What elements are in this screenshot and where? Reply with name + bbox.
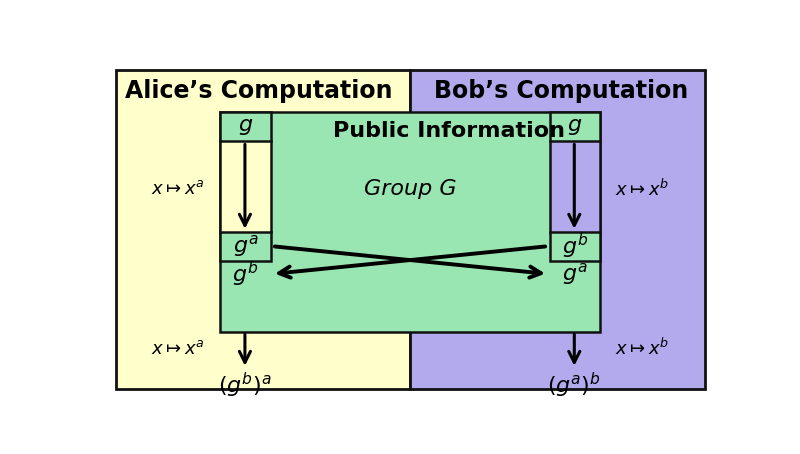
Bar	[550, 232, 600, 261]
Text: $g$: $g$	[567, 117, 582, 137]
Text: $x \mapsto x^a$: $x \mapsto x^a$	[150, 340, 204, 358]
Text: Group G: Group G	[364, 179, 456, 199]
Text: Alice’s Computation: Alice’s Computation	[125, 79, 393, 104]
Bar	[220, 232, 270, 261]
Text: $g^a$: $g^a$	[562, 261, 587, 287]
Text: $(g^b)^a$: $(g^b)^a$	[218, 371, 272, 400]
Bar	[220, 112, 600, 332]
Text: $g$: $g$	[238, 117, 253, 137]
Text: $x \mapsto x^a$: $x \mapsto x^a$	[150, 180, 204, 198]
Bar	[550, 112, 600, 142]
Text: $g^b$: $g^b$	[232, 259, 258, 289]
Text: Public Information: Public Information	[333, 122, 565, 142]
Text: $g^a$: $g^a$	[233, 233, 258, 259]
Bar	[550, 142, 600, 232]
Text: $(g^a)^b$: $(g^a)^b$	[547, 371, 602, 400]
Text: Bob’s Computation: Bob’s Computation	[434, 79, 688, 104]
Text: $x \mapsto x^b$: $x \mapsto x^b$	[615, 178, 670, 200]
Text: $x \mapsto x^b$: $x \mapsto x^b$	[615, 338, 670, 359]
Bar	[220, 112, 270, 142]
Bar	[410, 70, 705, 389]
Bar	[115, 70, 410, 389]
Bar	[220, 142, 270, 232]
Text: $g^b$: $g^b$	[562, 232, 588, 261]
